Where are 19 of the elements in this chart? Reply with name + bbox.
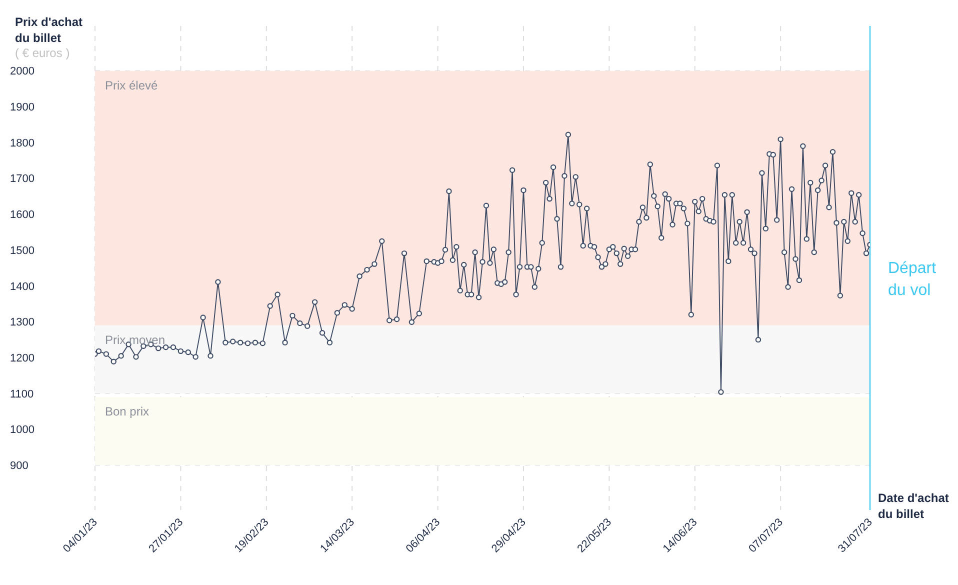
band-label: Prix élevé: [105, 78, 158, 92]
y-tick-label: 1200: [10, 352, 34, 364]
band-label: Bon prix: [105, 404, 150, 419]
y-tick-label: 1500: [10, 244, 34, 257]
ref-line-label: Départ du vol: [888, 259, 938, 301]
y-tick-label: 1700: [10, 173, 34, 186]
y-tick-label: 1000: [10, 424, 34, 436]
y-tick-label: 1300: [10, 316, 34, 329]
y-tick-label: 900: [10, 460, 28, 472]
y-tick-label: 1600: [10, 209, 34, 222]
y-axis-title: Prix d'achat du billet: [15, 14, 84, 46]
y-tick-label: 1800: [10, 137, 34, 150]
y-tick-label: 1900: [10, 102, 34, 114]
band-label: Prix moyen: [105, 332, 166, 347]
x-axis-title: Date d'achat du billet: [878, 490, 950, 522]
y-tick-label: 2000: [10, 66, 34, 78]
text: ( € euros ): [15, 46, 70, 60]
y-tick-label: 1400: [10, 280, 34, 293]
y-tick-label: 1100: [10, 388, 34, 400]
